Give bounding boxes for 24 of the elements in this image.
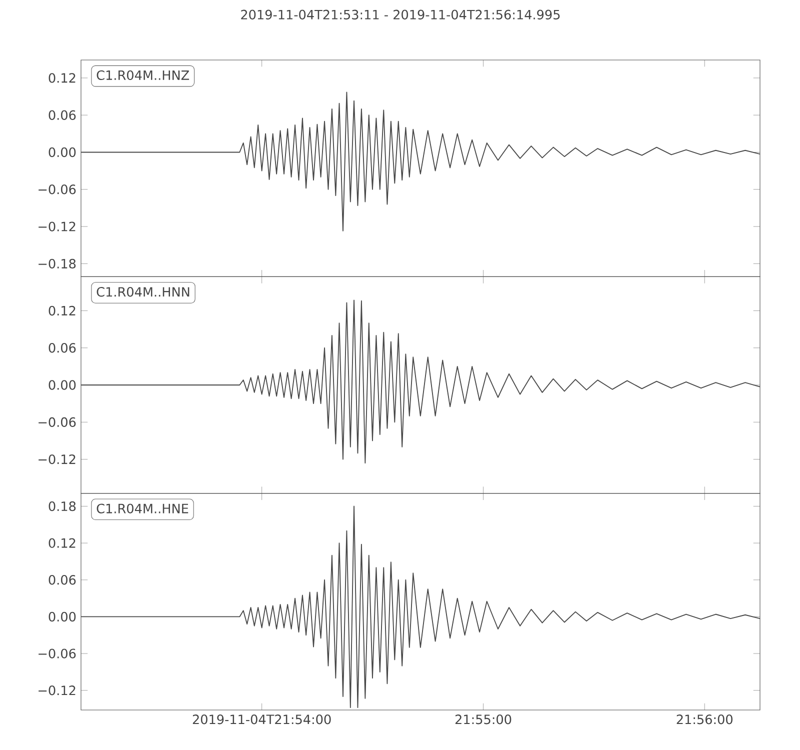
- x-tick-label: 21:56:00: [676, 714, 732, 724]
- legend-label: C1.R04M..HNZ: [96, 70, 190, 80]
- y-tick-label: 0.06: [48, 575, 76, 585]
- x-tick-label: 2019-11-04T21:54:00: [192, 714, 331, 724]
- text: C1.R04M..HNN: [96, 287, 190, 297]
- y-tick-label: 0.12: [48, 306, 76, 316]
- y-tick-label: −0.06: [38, 184, 76, 194]
- y-tick-label: 0.12: [48, 538, 76, 548]
- legend-label: C1.R04M..HNE: [96, 504, 188, 514]
- y-tick-label: −0.06: [38, 648, 76, 658]
- y-tick-label: −0.12: [38, 222, 76, 232]
- y-tick-label: 0.06: [48, 110, 76, 120]
- y-tick-label: −0.12: [38, 686, 76, 696]
- y-tick-label: 0.06: [48, 343, 76, 353]
- y-tick-label: 0.00: [48, 612, 76, 622]
- y-tick-label: −0.18: [38, 258, 76, 269]
- y-tick-label: 0.00: [48, 380, 76, 390]
- y-tick-label: −0.12: [38, 454, 76, 464]
- y-tick-label: −0.06: [38, 417, 76, 427]
- chart-title: 2019-11-04T21:53:11 - 2019-11-04T21:56:14.995: [241, 10, 560, 20]
- x-tick-label: 21:55:00: [455, 714, 512, 724]
- y-tick-label: 0.12: [48, 73, 76, 83]
- y-tick-label: 0.00: [48, 147, 76, 158]
- y-tick-label: 0.18: [48, 501, 76, 512]
